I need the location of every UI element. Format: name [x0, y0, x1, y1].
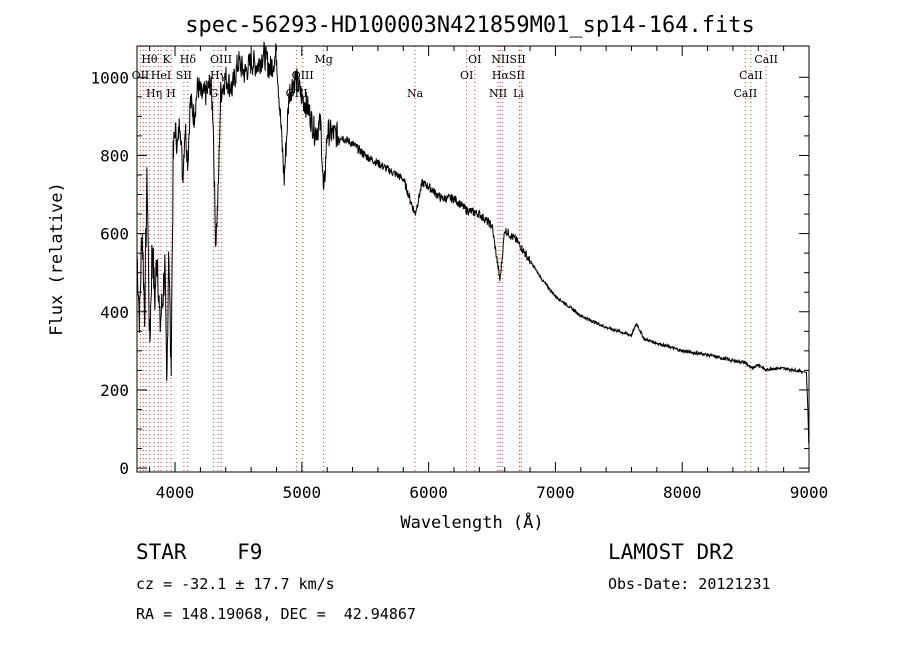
- line-label: NII: [489, 87, 507, 100]
- line-label: OII: [132, 69, 150, 82]
- line-label: Mg: [314, 53, 332, 66]
- line-label: SII: [176, 69, 192, 82]
- x-tick-label: 8000: [663, 483, 702, 502]
- line-label: CaII: [734, 87, 758, 100]
- sky-coordinates: RA = 148.19068, DEC = 42.94867: [136, 605, 416, 623]
- line-label: HαSII: [492, 69, 525, 82]
- line-label: NIISII: [491, 53, 526, 66]
- line-label: Li: [513, 87, 524, 100]
- line-label: CaII: [739, 69, 763, 82]
- x-axis: 4000 5000 6000 7000 8000 9000: [149, 46, 829, 502]
- line-label: Hθ: [141, 53, 158, 66]
- line-label: G: [209, 87, 218, 100]
- chart-title: spec-56293-HD100003N421859M01_sp14-164.f…: [185, 13, 755, 38]
- spectrum-line: [136, 41, 810, 444]
- observation-date: Obs-Date: 20121231: [608, 575, 771, 593]
- line-label: HeI: [151, 69, 171, 82]
- y-tick-label: 0: [119, 459, 129, 478]
- line-label: CaII: [754, 53, 778, 66]
- y-tick-label: 800: [100, 146, 129, 165]
- plot-frame: [136, 45, 810, 473]
- x-tick-label: 4000: [156, 483, 195, 502]
- y-tick-label: 200: [100, 381, 129, 400]
- y-tick-label: 600: [100, 225, 129, 244]
- x-tick-label: 6000: [409, 483, 448, 502]
- object-class: STAR F9: [136, 540, 263, 564]
- x-axis-label: Wavelength (Å): [400, 511, 543, 533]
- line-label: Hγ: [210, 69, 227, 82]
- line-label: Hη: [146, 87, 162, 100]
- y-axis: 0 200 400 600 800 1000: [90, 68, 809, 478]
- y-tick-label: 1000: [90, 68, 129, 87]
- line-label: H: [166, 87, 176, 100]
- line-label: OIII: [286, 87, 308, 100]
- line-label: K: [163, 53, 172, 66]
- line-label: Hδ: [180, 53, 197, 66]
- x-tick-label: 7000: [536, 483, 575, 502]
- redshift-velocity: cz = -32.1 ± 17.7 km/s: [136, 575, 335, 593]
- spectrum-chart: 4000 5000 6000 7000 8000 9000 0 200 400 600 800 10…: [47, 13, 829, 533]
- line-markers: [139, 46, 767, 472]
- line-label: OIII: [210, 53, 232, 66]
- line-label: OI: [460, 69, 473, 82]
- line-label: OI: [468, 53, 481, 66]
- survey-name: LAMOST DR2: [608, 540, 735, 564]
- y-axis-label: Flux (relative): [47, 182, 67, 336]
- line-label: OIII: [292, 69, 314, 82]
- y-tick-label: 400: [100, 303, 129, 322]
- x-tick-label: 9000: [790, 483, 829, 502]
- x-tick-label: 5000: [283, 483, 322, 502]
- line-label: Na: [407, 87, 424, 100]
